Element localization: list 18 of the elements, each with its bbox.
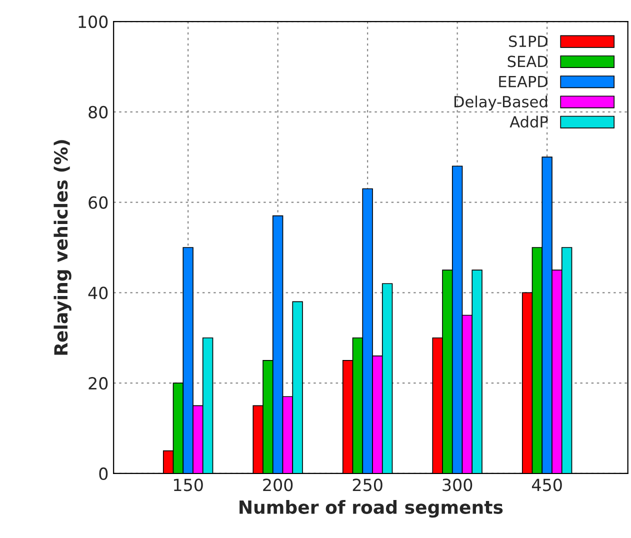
legend-label: AddP xyxy=(510,116,548,128)
legend-label: EEAPD xyxy=(499,76,548,88)
x-tick-label: 450 xyxy=(532,478,562,492)
x-tick-label: 200 xyxy=(263,478,293,492)
y-tick-label: 60 xyxy=(88,196,108,209)
x-tick-label: 250 xyxy=(352,478,382,492)
y-tick-label: 20 xyxy=(88,377,108,390)
y-tick-label: 80 xyxy=(88,106,108,118)
y-axis-title: Relaying vehicles (%) xyxy=(54,140,72,355)
y-tick-label: 100 xyxy=(78,15,108,28)
x-axis-title: Number of road segments xyxy=(240,500,503,518)
y-tick-label: 40 xyxy=(88,286,108,300)
legend-label: S1PD xyxy=(509,36,548,48)
legend-label: SEAD xyxy=(508,56,548,68)
y-tick-label: 0 xyxy=(99,467,108,480)
x-tick-label: 150 xyxy=(174,478,203,492)
legend-label: Delay-Based xyxy=(454,96,548,110)
x-tick-label: 300 xyxy=(442,478,472,492)
